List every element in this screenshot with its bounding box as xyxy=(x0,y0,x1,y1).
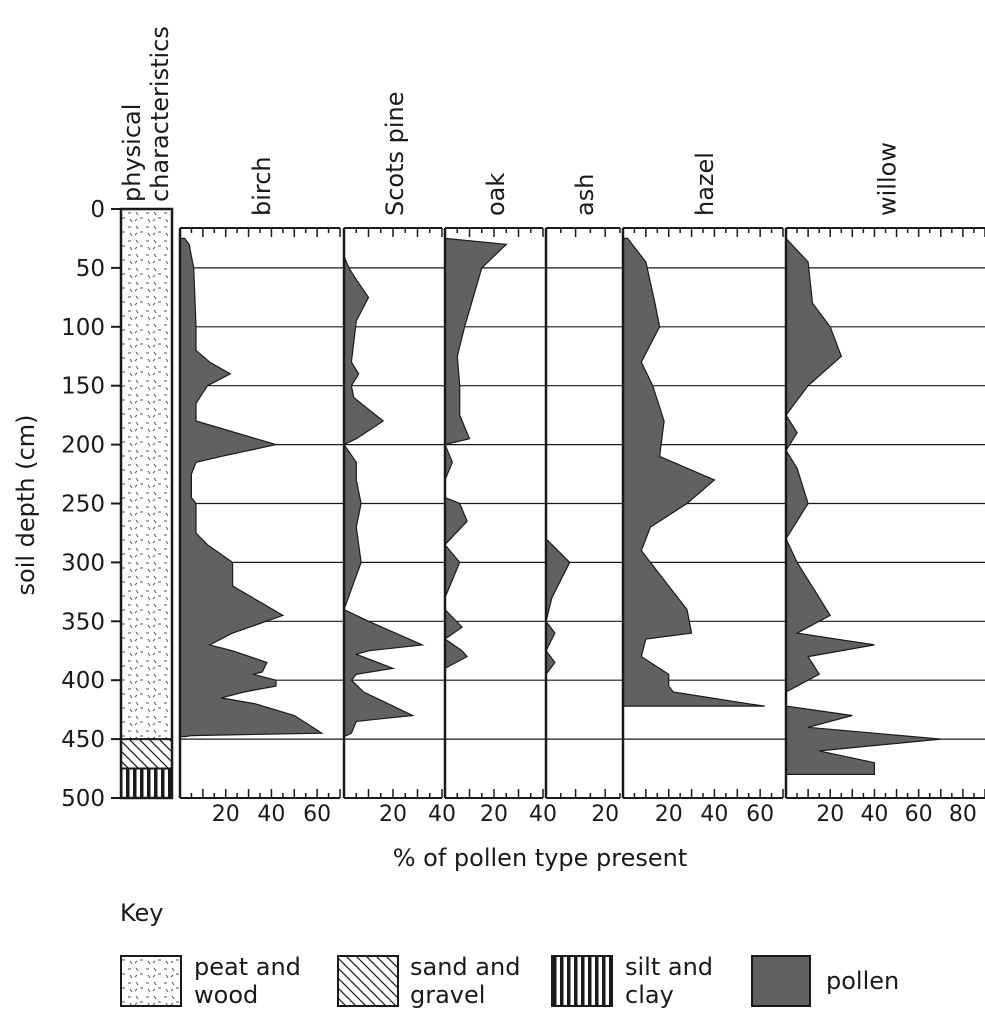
series-willow-area xyxy=(785,236,941,775)
key-swatch-sand xyxy=(337,955,399,1007)
y-tick-label-150: 150 xyxy=(61,374,105,400)
key-label-peat-line2: wood xyxy=(194,981,258,1009)
series-oak-area xyxy=(443,237,508,681)
y-tick-label-250: 250 xyxy=(61,492,105,518)
y-tick-label-450: 450 xyxy=(61,727,105,753)
series-label-birch: birch xyxy=(248,156,276,216)
series-label-willow: willow xyxy=(874,142,902,216)
key-swatch-pollen xyxy=(751,955,811,1007)
y-axis-label: soil depth (cm) xyxy=(12,415,40,596)
y-tick-label-0: 0 xyxy=(90,197,105,223)
key: Key peat and wood sand and gravel silt a… xyxy=(120,899,899,1009)
x-tick-label-birch-40: 40 xyxy=(257,802,285,827)
panel-ash: 20 ash xyxy=(544,174,621,827)
y-tick-label-300: 300 xyxy=(61,550,105,576)
y-tick-labels: 0 50 100 150 200 250 300 350 400 450 500 xyxy=(61,197,121,812)
key-swatch-silt xyxy=(551,955,613,1007)
key-label-sand-line1: sand and xyxy=(410,953,520,981)
x-tick-label-hazel-20: 20 xyxy=(655,802,683,827)
x-tick-label-willow-20: 20 xyxy=(816,802,844,827)
y-axis: soil depth (cm) 0 50 100 150 200 250 300 350 400… xyxy=(12,197,121,812)
y-tick-label-200: 200 xyxy=(61,433,105,459)
series-label-ash: ash xyxy=(571,174,599,216)
series-label-scots-pine: Scots pine xyxy=(381,91,409,216)
key-label-peat-line1: peat and xyxy=(194,953,301,981)
key-title: Key xyxy=(120,899,164,927)
x-tick-label-oak-40: 40 xyxy=(529,802,557,827)
series-label-hazel: hazel xyxy=(691,152,719,216)
series-label-oak: oak xyxy=(482,173,510,216)
y-tick-label-500: 500 xyxy=(61,786,105,812)
x-tick-label-willow-40: 40 xyxy=(860,802,888,827)
series-hazel-area xyxy=(622,237,765,707)
x-tick-label-ash-20: 20 xyxy=(591,802,619,827)
y-tick-label-50: 50 xyxy=(76,256,105,282)
layer-silt xyxy=(121,768,172,798)
panel-oak: 20 40 oak xyxy=(443,173,557,827)
panel-scots-pine: 20 40 Scots pine xyxy=(342,91,456,827)
panel-willow: 20 40 60 80 willow xyxy=(784,142,985,827)
x-tick-label-hazel-40: 40 xyxy=(700,802,728,827)
x-axis-label: % of pollen type present xyxy=(393,844,688,872)
y-tick-label-100: 100 xyxy=(61,315,105,341)
x-tick-label-scots-pine-40: 40 xyxy=(428,802,456,827)
x-tick-label-hazel-60: 60 xyxy=(746,802,774,827)
layer-peat xyxy=(121,209,172,740)
pollen-panels: 20 40 60 birch 20 40 Scots pine 20 40 oak 20 ash 20 4… xyxy=(178,91,985,827)
key-label-sand-line2: gravel xyxy=(410,981,485,1009)
x-tick-label-willow-60: 60 xyxy=(905,802,933,827)
y-tick-label-350: 350 xyxy=(61,609,105,635)
key-label-silt-line1: silt and xyxy=(625,953,713,981)
physical-label-line1: physical xyxy=(118,104,146,202)
series-scots-pine-area xyxy=(343,255,425,738)
panel-birch: 20 40 60 birch xyxy=(178,156,341,827)
gridlines xyxy=(180,267,985,740)
physical-label-line2: characteristics xyxy=(146,26,174,202)
x-tick-label-birch-20: 20 xyxy=(212,802,240,827)
x-tick-label-willow-80: 80 xyxy=(949,802,977,827)
x-tick-label-birch-60: 60 xyxy=(303,802,331,827)
x-tick-label-oak-20: 20 xyxy=(480,802,508,827)
layer-sand xyxy=(121,739,172,769)
series-ash-area xyxy=(545,537,571,677)
series-birch-area xyxy=(179,237,324,738)
key-label-pollen: pollen xyxy=(826,967,899,995)
x-tick-label-scots-pine-20: 20 xyxy=(379,802,407,827)
key-label-silt-line2: clay xyxy=(625,981,674,1009)
physical-column: physical characteristics xyxy=(118,26,174,800)
physical-column-frame xyxy=(119,207,174,800)
key-swatch-peat xyxy=(120,955,182,1007)
y-tick-label-400: 400 xyxy=(61,668,105,694)
panel-hazel: 20 40 60 hazel xyxy=(621,152,784,827)
